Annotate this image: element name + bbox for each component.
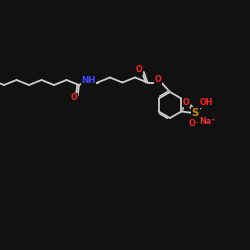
Text: O: O [154,76,161,84]
Text: O⁻: O⁻ [189,119,200,128]
Text: O: O [183,98,190,107]
Text: O: O [70,94,77,102]
Text: Na⁺: Na⁺ [200,117,216,126]
Text: OH: OH [200,98,213,107]
Text: NH: NH [81,76,96,85]
Text: O: O [136,66,142,74]
Text: S: S [191,108,199,118]
